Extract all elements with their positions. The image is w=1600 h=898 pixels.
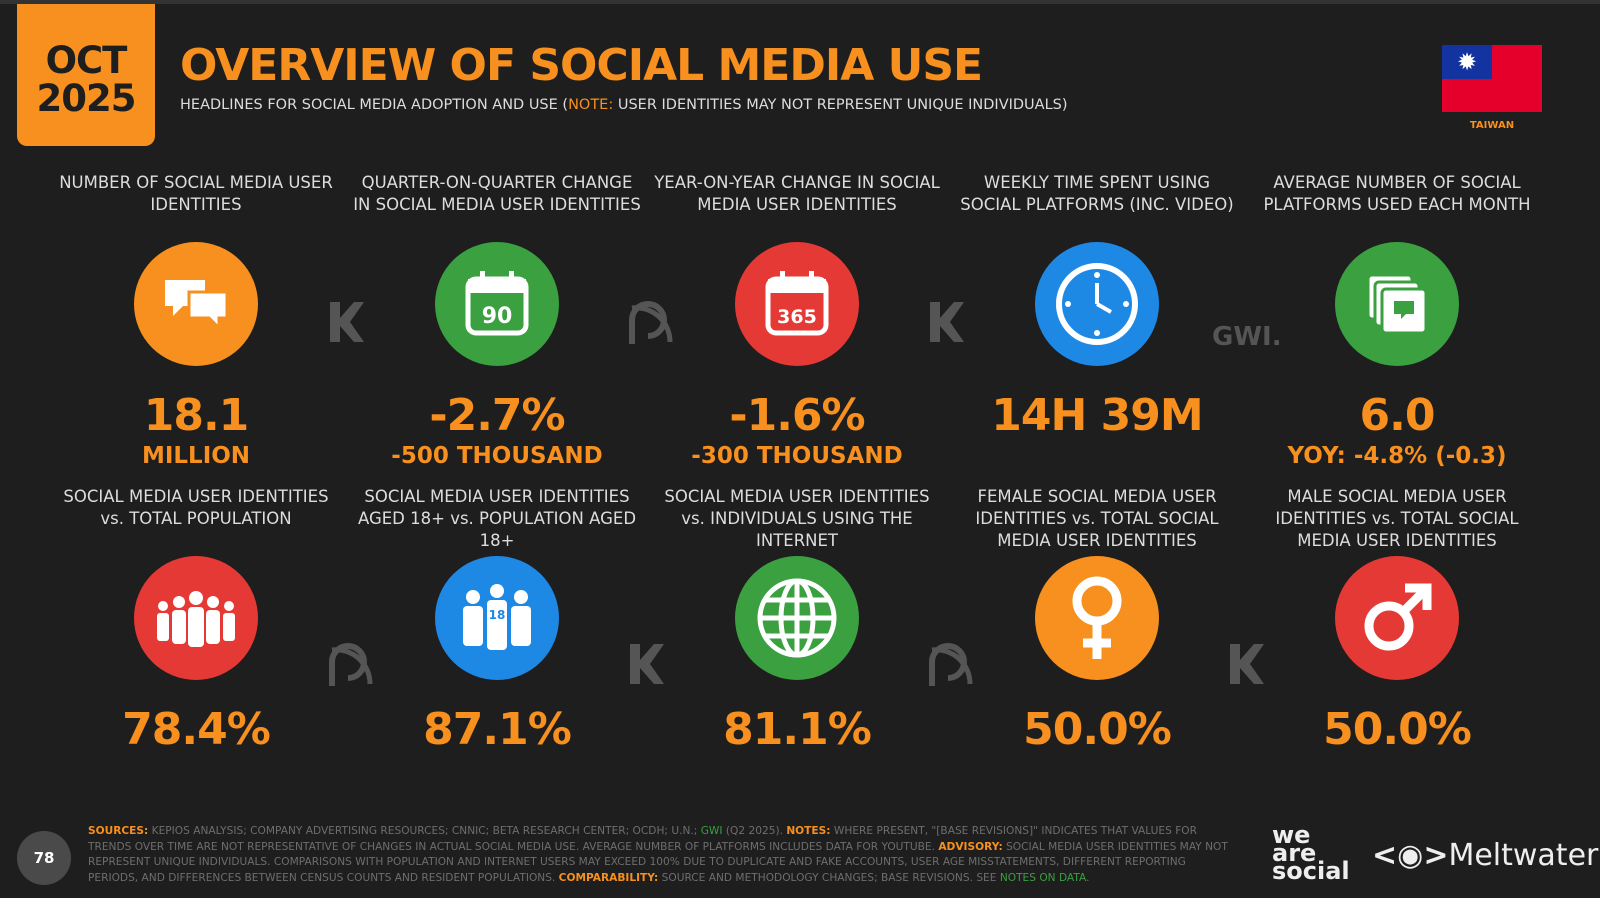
gwi-date: (Q2 2025). (722, 825, 787, 837)
speech-bubbles-icon (134, 242, 258, 366)
stat-label: AVERAGE NUMBER OF SOCIAL PLATFORMS USED … (1263, 173, 1531, 214)
calendar-365-icon: 365 (735, 242, 859, 366)
people-group-icon (134, 556, 258, 680)
sources-label: SOURCES: (88, 825, 149, 837)
top-bar (0, 0, 1600, 4)
stat-label: SOCIAL MEDIA USER IDENTITIES AGED 18+ vs… (357, 487, 637, 550)
stat-value: 50.0% (1023, 704, 1172, 755)
stat-value: 81.1% (723, 704, 872, 755)
stat-label: QUARTER-ON-QUARTER CHANGE IN SOCIAL MEDI… (353, 173, 641, 214)
date-year: 2025 (36, 77, 137, 120)
country-label: TAIWAN (1469, 120, 1515, 131)
subtitle-note-text: USER IDENTITIES MAY NOT REPRESENT UNIQUE… (613, 97, 1068, 113)
stat-label: MALE SOCIAL MEDIA USER IDENTITIES vs. TO… (1275, 487, 1519, 550)
kepios-watermark-icon (930, 302, 964, 342)
stat-card: YEAR-ON-YEAR CHANGE IN SOCIAL MEDIA USER… (652, 172, 942, 469)
stat-value: 78.4% (122, 704, 271, 755)
calendar-90-icon: 90 (435, 242, 559, 366)
gwi-watermark: GWI. (1212, 322, 1282, 352)
page-number: 78 (17, 831, 71, 885)
taiwan-flag-icon: ✹ (1442, 45, 1542, 112)
stat-value: 6.0 (1359, 390, 1436, 441)
date-badge: OCT 2025 (17, 4, 155, 146)
meltwater-logo: <◉>Meltwater (1372, 838, 1598, 873)
adults-18-icon: 18 (435, 556, 559, 680)
footer-notes: SOURCES: KEPIOS ANALYSIS; COMPANY ADVERT… (88, 824, 1233, 886)
stacked-cards-icon (1335, 242, 1459, 366)
svg-text:90: 90 (482, 304, 513, 329)
stat-card: AVERAGE NUMBER OF SOCIAL PLATFORMS USED … (1252, 172, 1542, 469)
date-month: OCT (45, 39, 128, 82)
stat-card: WEEKLY TIME SPENT USING SOCIAL PLATFORMS… (952, 172, 1242, 443)
subtitle-text: HEADLINES FOR SOCIAL MEDIA ADOPTION AND … (180, 97, 569, 113)
stat-card: SOCIAL MEDIA USER IDENTITIES vs. TOTAL P… (51, 486, 341, 757)
stat-value: -1.6% (729, 390, 865, 441)
stat-subvalue: -500 THOUSAND (391, 443, 603, 469)
stat-card: SOCIAL MEDIA USER IDENTITIES AGED 18+ vs… (352, 486, 642, 757)
stat-label: FEMALE SOCIAL MEDIA USER IDENTITIES vs. … (975, 487, 1219, 550)
datareportal-watermark-icon (629, 301, 673, 344)
female-symbol-icon (1035, 556, 1159, 680)
stat-label: SOCIAL MEDIA USER IDENTITIES vs. INDIVID… (664, 487, 930, 550)
stat-label: YEAR-ON-YEAR CHANGE IN SOCIAL MEDIA USER… (654, 173, 940, 214)
page-subtitle: HEADLINES FOR SOCIAL MEDIA ADOPTION AND … (180, 97, 1068, 113)
sources-text: KEPIOS ANALYSIS; COMPANY ADVERTISING RES… (148, 825, 701, 837)
male-symbol-icon (1335, 556, 1459, 680)
globe-icon (735, 556, 859, 680)
kepios-watermark-icon (1230, 644, 1264, 684)
stat-value: 14H 39M (991, 390, 1203, 441)
stat-value: 87.1% (423, 704, 572, 755)
stat-card: SOCIAL MEDIA USER IDENTITIES vs. INDIVID… (652, 486, 942, 757)
page-title: OVERVIEW OF SOCIAL MEDIA USE (180, 40, 983, 91)
stat-card: MALE SOCIAL MEDIA USER IDENTITIES vs. TO… (1252, 486, 1542, 757)
comparability-label: COMPARABILITY: (558, 871, 659, 884)
footer-end: . (1086, 871, 1090, 884)
sun-icon: ✹ (1442, 45, 1492, 79)
meltwater-mark-icon: <◉> (1372, 838, 1449, 873)
notes-label: NOTES: (786, 825, 831, 837)
datareportal-watermark-icon (329, 643, 373, 686)
notes-text: WHERE PRESENT, "[BASE REVISIONS]" INDICA… (88, 825, 1198, 853)
stat-label: SOCIAL MEDIA USER IDENTITIES vs. TOTAL P… (63, 487, 329, 528)
stat-label: WEEKLY TIME SPENT USING SOCIAL PLATFORMS… (960, 173, 1234, 214)
meltwater-wordmark: Meltwater (1448, 838, 1599, 873)
advisory-text: SOCIAL MEDIA USER IDENTITIES MAY NOT REP… (88, 840, 1228, 884)
stat-value: 50.0% (1323, 704, 1472, 755)
kepios-watermark-icon (330, 302, 364, 342)
svg-text:18: 18 (489, 608, 506, 622)
notes-on-data-link[interactable]: NOTES ON DATA (999, 871, 1087, 884)
advisory-label: ADVISORY: (938, 840, 1003, 853)
gwi-source: GWI (700, 825, 723, 837)
subtitle-note-label: NOTE: (568, 97, 614, 113)
stat-card: FEMALE SOCIAL MEDIA USER IDENTITIES vs. … (952, 486, 1242, 757)
stat-label: NUMBER OF SOCIAL MEDIA USER IDENTITIES (59, 173, 333, 214)
clock-icon (1035, 242, 1159, 366)
comparability-text: SOURCE AND METHODOLOGY CHANGES; BASE REV… (658, 871, 1000, 884)
stat-value: 18.1 (143, 390, 250, 441)
stat-value: -2.7% (429, 390, 565, 441)
we-are-social-logo: we are social (1272, 821, 1350, 885)
stat-card: QUARTER-ON-QUARTER CHANGE IN SOCIAL MEDI… (352, 172, 642, 469)
kepios-watermark-icon (630, 644, 664, 684)
stat-subvalue: MILLION (141, 443, 251, 469)
svg-text:365: 365 (777, 306, 817, 328)
stat-subvalue: -300 THOUSAND (691, 443, 903, 469)
stat-card: NUMBER OF SOCIAL MEDIA USER IDENTITIES 18… (51, 172, 341, 469)
datareportal-watermark-icon (929, 643, 973, 686)
stat-subvalue: YOY: -4.8% (-0.3) (1287, 443, 1507, 469)
